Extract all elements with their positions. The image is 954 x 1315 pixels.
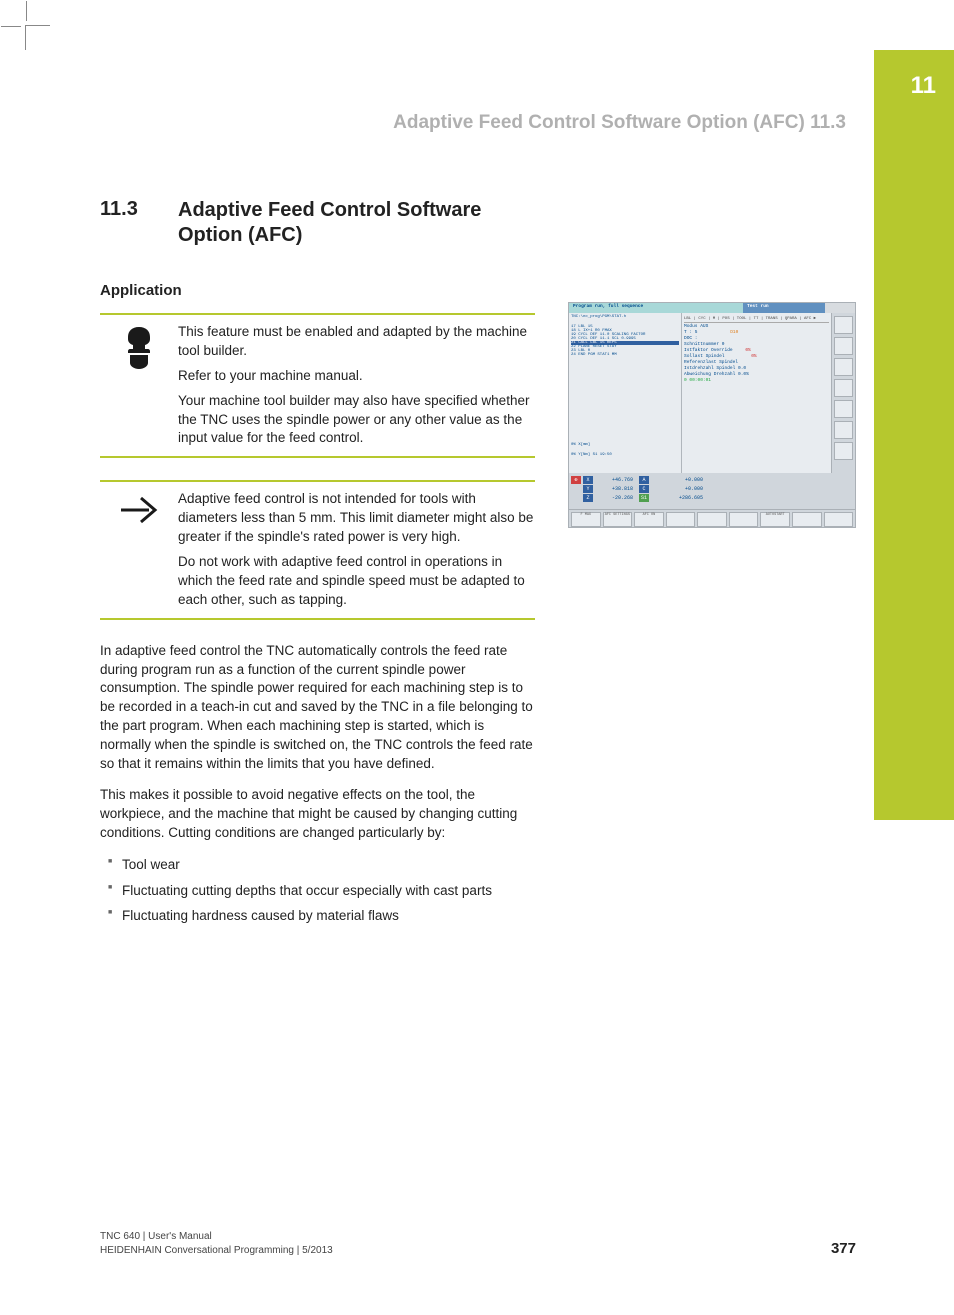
sc-side-btn [834,337,853,355]
sc-mode: Modus AUS [684,324,829,329]
sc-ax-bullet: ⊕ [571,476,581,484]
sc-tool: T : 5 D10 [684,330,829,335]
sc-side-btn [834,400,853,418]
section-title: Adaptive Feed Control Software Option (A… [178,198,498,248]
footer-text: TNC 640 | User's Manual HEIDENHAIN Conve… [100,1230,333,1257]
note2-p1: Adaptive feed control is not intended fo… [178,490,535,547]
sc-sollast: Sollast Spindel 0% [684,354,829,359]
note-rule [100,456,535,458]
sc-softkey [697,512,727,527]
chapter-number: 11 [911,72,936,100]
machine-note-box: This feature must be enabled and adapted… [100,313,535,458]
note2-p2: Do not work with adaptive feed control i… [178,553,535,610]
list-item: Tool wear [100,855,535,876]
section-number: 11.3 [100,198,178,221]
sc-info-panel: LBL | CYC | M | POS | TOOL | TT | TRANS … [681,313,831,473]
running-head: Adaptive Feed Control Software Option (A… [0,112,874,134]
sc-dro-row: Y +38.818 C +0.000 [571,484,715,493]
page-footer: TNC 640 | User's Manual HEIDENHAIN Conve… [100,1230,874,1257]
sc-titlebar: Program run, full sequence Test run [569,303,855,313]
note1-p3: Your machine tool builder may also have … [178,392,535,449]
sc-softkey [792,512,822,527]
sc-doc: DOC : [684,336,829,341]
footer-line2: HEIDENHAIN Conversational Programming | … [100,1244,333,1258]
list-item: Fluctuating hardness caused by material … [100,906,535,927]
body-p1: In adaptive feed control the TNC automat… [100,642,535,774]
sc-abw: Abweichung Drehzahl 0.0% [684,372,829,377]
sc-right-toolbar [831,313,855,473]
sc-ref: Referenzlast Spindel [684,360,829,365]
sc-softkey: AFC ON [634,512,664,527]
sc-info-tabs: LBL | CYC | M | POS | TOOL | TT | TRANS … [684,315,829,323]
sc-dro-panel: ⊕ X +46.769 A +0.000 Y +38.818 C +0.000 … [569,473,855,509]
body-p2: This makes it possible to avoid negative… [100,786,535,843]
bullet-list: Tool wear Fluctuating cutting depths tha… [100,855,535,928]
sc-softkey-row: F MAX AFC SETTINGS AFC ON AUTOSTART [569,509,855,528]
sc-side-btn [834,379,853,397]
sc-ist: Istfaktor Override 0% [684,348,829,353]
sc-mode-tab: Program run, full sequence [569,303,743,313]
arrow-right-icon [100,490,178,609]
sc-side-btn [834,421,853,439]
caution-note-text: Adaptive feed control is not intended fo… [178,490,535,609]
footer-line1: TNC 640 | User's Manual [100,1230,333,1244]
list-item: Fluctuating cutting depths that occur es… [100,881,535,902]
sc-time: 0 00:00:01 [684,378,829,383]
sc-program-panel: TNC:\nc_prog\PGM\STAT.h 17 LBL 15 18 L I… [569,313,681,473]
caution-note-box: Adaptive feed control is not intended fo… [100,480,535,619]
sc-side-btn [834,316,853,334]
machine-icon [100,323,178,448]
sc-dist-y: 0% Y[Nm] S1 19:50 [571,453,679,457]
sc-testrun-tab: Test run [743,303,825,313]
sc-softkey [729,512,759,527]
machine-note-text: This feature must be enabled and adapted… [178,323,535,448]
sc-corner [825,303,855,313]
sc-dro-row: ⊕ X +46.769 A +0.000 [571,475,715,484]
sc-softkey: AUTOSTART [760,512,790,527]
sc-softkey: F MAX [571,512,601,527]
section-heading: 11.3 Adaptive Feed Control Software Opti… [100,198,850,248]
sc-softkey [824,512,854,527]
page-number: 377 [831,1240,874,1257]
tnc-screenshot: Program run, full sequence Test run TNC:… [568,302,856,528]
sc-schnitt: Schnittnummer 0 [684,342,829,347]
sc-drehz: Istdrehzahl Spindel 0.0 [684,366,829,371]
note-rule [100,618,535,620]
crop-marks [25,25,50,50]
sc-dro-row: Z -20.268 S1 +286.605 [571,493,715,502]
subsection-heading: Application [100,282,850,299]
sc-side-btn [834,358,853,376]
note1-p2: Refer to your machine manual. [178,367,535,386]
sc-side-btn [834,442,853,460]
sc-main: TNC:\nc_prog\PGM\STAT.h 17 LBL 15 18 L I… [569,313,855,473]
note1-p1: This feature must be enabled and adapted… [178,323,535,361]
chapter-tab: 11 [874,50,954,820]
sc-softkey: AFC SETTINGS [603,512,633,527]
sc-softkey [666,512,696,527]
